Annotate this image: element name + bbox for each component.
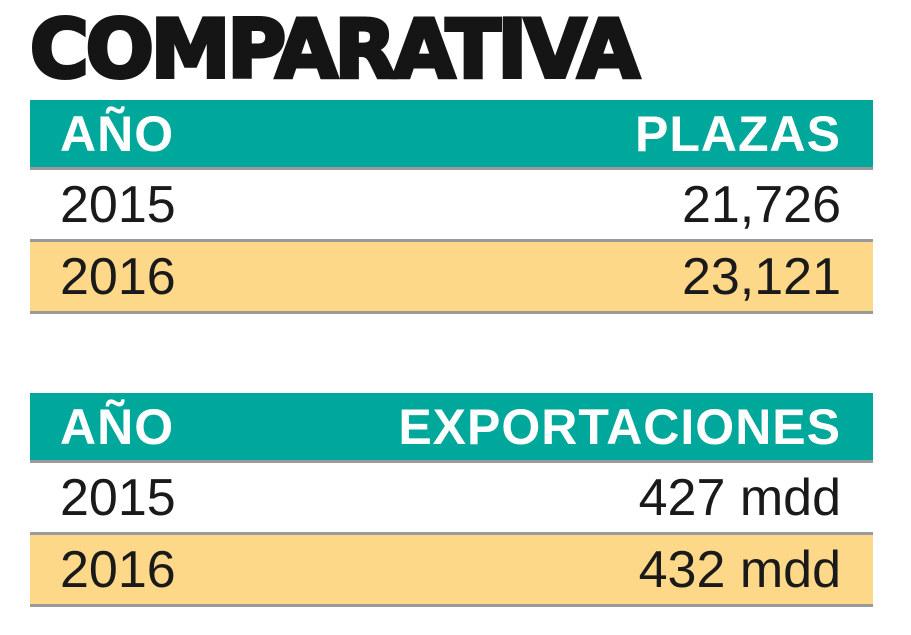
table-header: AÑO PLAZAS	[30, 100, 873, 170]
year-cell: 2016	[60, 247, 176, 306]
exportaciones-table: AÑO EXPORTACIONES 2015 427 mdd 2016 432 …	[30, 393, 873, 607]
table-row: 2015 427 mdd	[30, 463, 873, 535]
column-header-year: AÑO	[60, 105, 175, 162]
plazas-table: AÑO PLAZAS 2015 21,726 2016 23,121	[30, 100, 873, 314]
value-cell: 21,726	[681, 175, 841, 234]
table-row: 2016 23,121	[30, 242, 873, 314]
table-header: AÑO EXPORTACIONES	[30, 393, 873, 463]
year-cell: 2016	[60, 540, 176, 599]
value-cell: 432 mdd	[638, 540, 841, 599]
column-header-plazas: PLAZAS	[635, 105, 841, 162]
table-row: 2016 432 mdd	[30, 535, 873, 607]
table-row: 2015 21,726	[30, 170, 873, 242]
page-title: COMPARATIVA	[28, 3, 642, 96]
value-cell: 427 mdd	[638, 468, 841, 527]
year-cell: 2015	[60, 468, 176, 527]
year-cell: 2015	[60, 175, 176, 234]
column-header-year: AÑO	[60, 398, 175, 455]
column-header-exportaciones: EXPORTACIONES	[398, 398, 841, 455]
value-cell: 23,121	[681, 247, 841, 306]
